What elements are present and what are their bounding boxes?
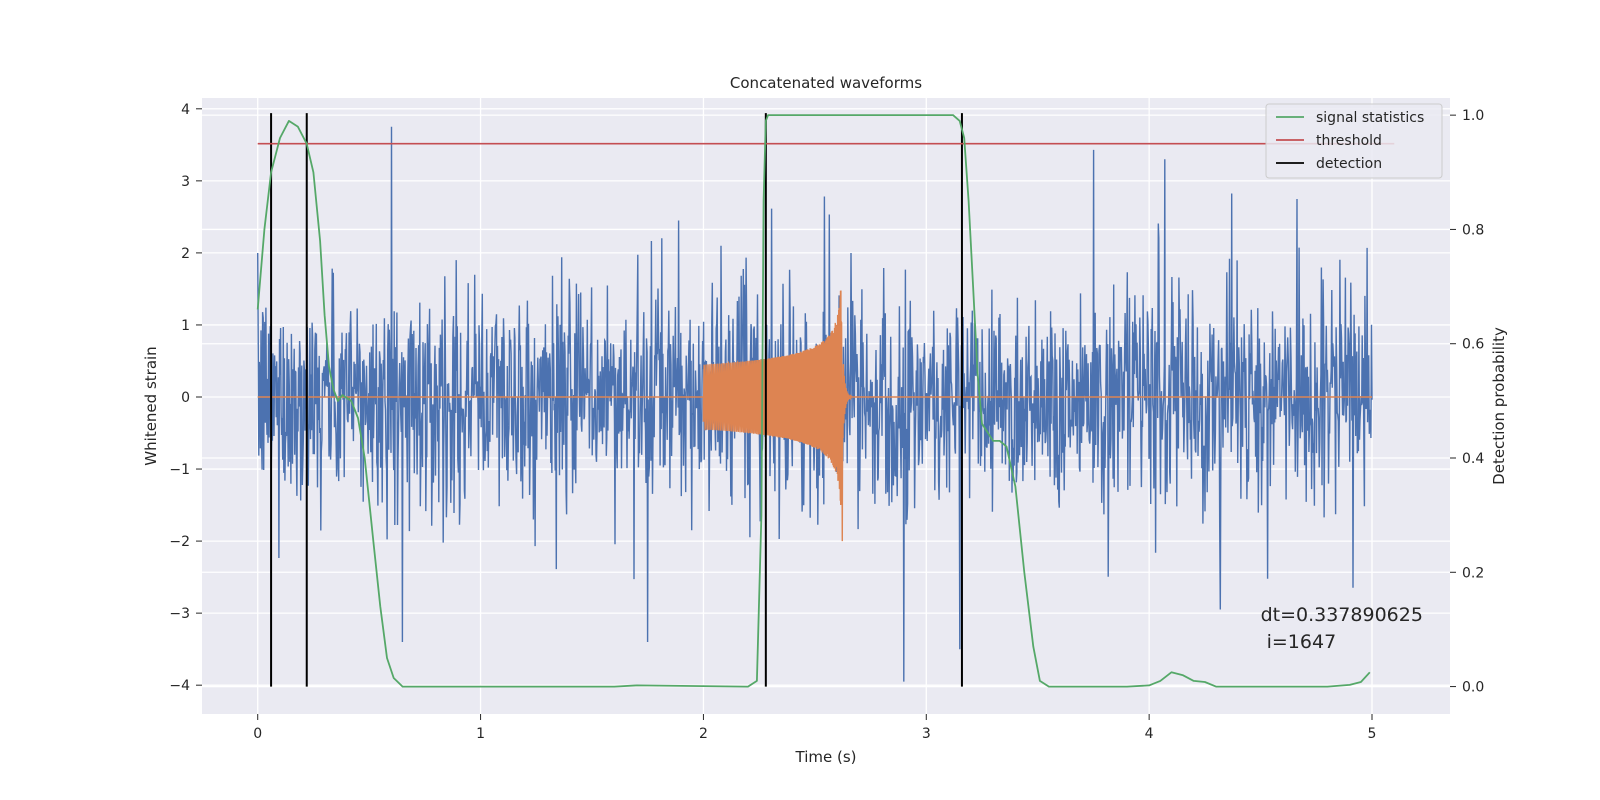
legend-label-detection: detection (1316, 156, 1382, 172)
right-axis-ticks: 0.0 0.2 0.4 0.6 0.8 1.0 (1450, 108, 1484, 696)
injection-line (257, 290, 1373, 542)
chart-title: Concatenated waveforms (730, 74, 922, 92)
x-tick-label: 3 (922, 726, 931, 742)
x-tick-label: 0 (253, 726, 262, 742)
legend-label-threshold: threshold (1316, 133, 1382, 149)
right-tick-label: 0.4 (1462, 451, 1484, 467)
y-tick-label: −1 (169, 462, 190, 478)
x-axis-ticks: 0 1 2 3 4 5 (253, 714, 1376, 742)
x-tick-label: 2 (699, 726, 708, 742)
y-axis-ticks: −4 −3 −2 −1 0 1 2 3 4 (169, 102, 202, 694)
y-axis-label: Whitened strain (142, 346, 160, 465)
y-tick-label: −4 (169, 678, 190, 694)
y-tick-label: 0 (181, 390, 190, 406)
signal-statistics-series (256, 114, 1371, 688)
signal-statistics-line (256, 114, 1371, 688)
annotation-dt: dt=0.337890625 (1261, 604, 1423, 626)
y-tick-label: 4 (181, 102, 190, 118)
x-tick-label: 5 (1368, 726, 1377, 742)
detection-lines (270, 113, 963, 687)
y-tick-label: 3 (181, 174, 190, 190)
right-tick-label: 0.0 (1462, 680, 1484, 696)
x-tick-label: 4 (1145, 726, 1154, 742)
legend-box (1265, 103, 1443, 179)
right-tick-label: 0.2 (1462, 565, 1484, 581)
y-tick-label: −2 (169, 534, 190, 550)
right-tick-label: 0.6 (1462, 337, 1484, 353)
y-tick-label: −3 (169, 606, 190, 622)
y-tick-label: 2 (181, 246, 190, 262)
x-axis-label: Time (s) (795, 748, 857, 766)
legend-label-signal-statistics: signal statistics (1316, 110, 1424, 126)
right-tick-label: 1.0 (1462, 108, 1484, 124)
injection-series (257, 290, 1373, 542)
x-tick-label: 1 (476, 726, 485, 742)
annotation-i: i=1647 (1261, 631, 1337, 653)
y-tick-label: 1 (181, 318, 190, 334)
legend: signal statistics threshold detection (1265, 103, 1443, 179)
right-axis-label: Detection probability (1490, 327, 1508, 485)
right-tick-label: 0.8 (1462, 222, 1484, 238)
